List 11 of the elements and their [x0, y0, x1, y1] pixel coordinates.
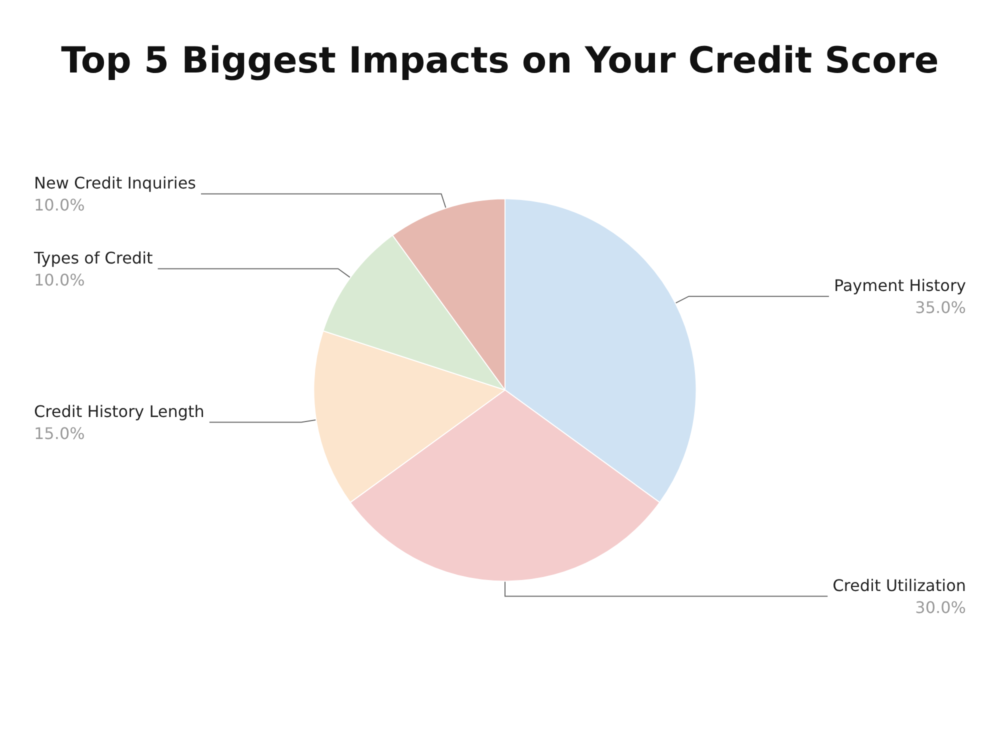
data-label: 35.0%: [915, 298, 966, 317]
slice-label: New Credit Inquiries: [34, 173, 196, 192]
data-label: 15.0%: [34, 424, 85, 443]
data-label: 10.0%: [34, 195, 85, 214]
slice-label: Credit History Length: [34, 402, 204, 421]
data-label: 30.0%: [915, 598, 966, 617]
slice-label: Credit Utilization: [832, 576, 966, 595]
chart-title: Top 5 Biggest Impacts on Your Credit Score: [61, 40, 939, 82]
slice-label: Types of Credit: [33, 248, 153, 268]
data-label: 10.0%: [34, 270, 85, 290]
slice-label: Payment History: [834, 276, 966, 295]
